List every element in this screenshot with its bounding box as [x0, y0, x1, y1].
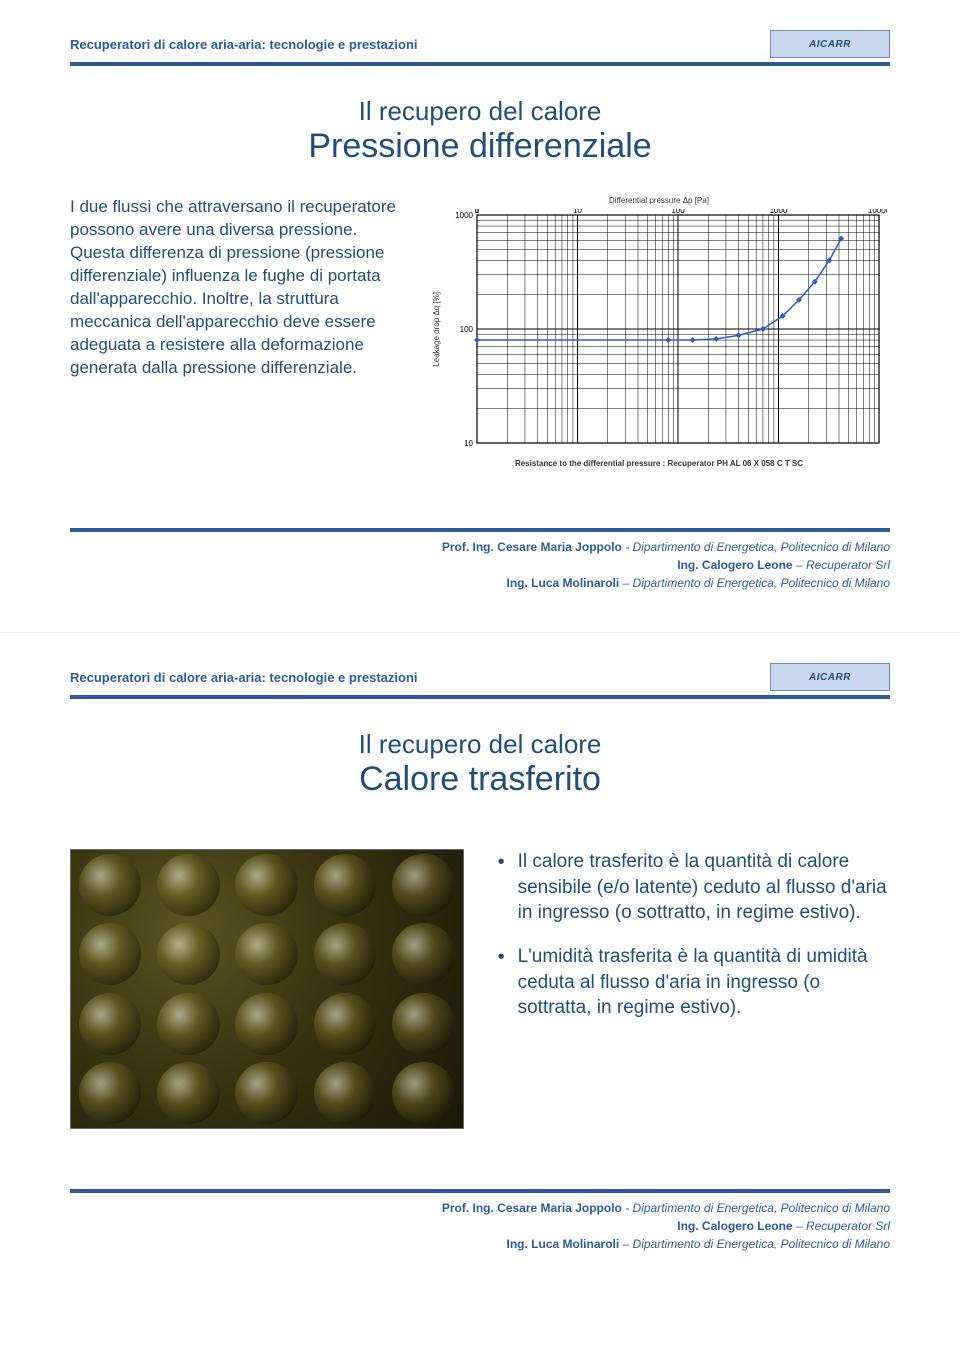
header-bar: Recuperatori di calore aria-aria: tecnol… [70, 663, 890, 699]
chart-column: Differential pressure Δp [Pa] Leakage dr… [428, 196, 890, 468]
svg-text:1000: 1000 [455, 211, 473, 220]
footer-line-3: Ing. Luca Molinaroli – Dipartimento di E… [70, 574, 890, 592]
footer-line-1: Prof. Ing. Cesare Maria Joppolo - Dipart… [70, 538, 890, 556]
logo-aicarr: AICARR [770, 30, 890, 58]
footer-affil-3: – Dipartimento di Energetica, Politecnic… [619, 576, 890, 590]
title-overline: Il recupero del calore [70, 96, 890, 127]
body-text: I due flussi che attraversano il recuper… [70, 196, 398, 380]
header-title: Recuperatori di calore aria-aria: tecnol… [70, 37, 418, 52]
content-row: Il calore trasferito è la quantità di ca… [70, 849, 890, 1129]
slide-1: Recuperatori di calore aria-aria: tecnol… [0, 0, 960, 632]
footer-name-3: Ing. Luca Molinaroli [507, 576, 620, 590]
title-block: Il recupero del calore Calore trasferito [70, 729, 890, 799]
differential-pressure-chart: 0110100100010000101001000 [447, 209, 887, 449]
title-block: Il recupero del calore Pressione differe… [70, 96, 890, 166]
footer-affil-2: – Recuperator Srl [793, 558, 890, 572]
svg-text:1: 1 [474, 209, 479, 215]
footer-affil-1: - Dipartimento di Energetica, Politecnic… [622, 540, 890, 554]
svg-text:10: 10 [573, 209, 582, 215]
footer: Prof. Ing. Cesare Maria Joppolo - Dipart… [70, 528, 890, 592]
condensation-photo [70, 849, 464, 1129]
footer-line-2: Ing. Calogero Leone – Recuperator Srl [70, 1217, 890, 1235]
svg-text:10: 10 [464, 439, 473, 448]
footer-line-1: Prof. Ing. Cesare Maria Joppolo - Dipart… [70, 1199, 890, 1217]
chart-x-label: Differential pressure Δp [Pa] [609, 196, 709, 205]
chart-caption: Resistance to the differential pressure … [515, 459, 803, 468]
title-main: Pressione differenziale [70, 127, 890, 166]
footer-name-1: Prof. Ing. Cesare Maria Joppolo [442, 540, 622, 554]
footer-affil-1: - Dipartimento di Energetica, Politecnic… [622, 1201, 890, 1215]
bullet-2: L'umidità trasferita è la quantità di um… [494, 944, 890, 1021]
svg-text:10000: 10000 [867, 209, 886, 215]
bullet-1: Il calore trasferito è la quantità di ca… [494, 849, 890, 926]
title-overline: Il recupero del calore [70, 729, 890, 760]
svg-text:100: 100 [459, 325, 473, 334]
footer-name-1: Prof. Ing. Cesare Maria Joppolo [442, 1201, 622, 1215]
title-main: Calore trasferito [70, 760, 890, 799]
footer-name-2: Ing. Calogero Leone [677, 558, 792, 572]
footer-name-3: Ing. Luca Molinaroli [507, 1237, 620, 1251]
footer-affil-3: – Dipartimento di Energetica, Politecnic… [619, 1237, 890, 1251]
slide-2: Recuperatori di calore aria-aria: tecnol… [0, 632, 960, 1293]
footer: Prof. Ing. Cesare Maria Joppolo - Dipart… [70, 1189, 890, 1253]
header-bar: Recuperatori di calore aria-aria: tecnol… [70, 30, 890, 66]
content-row: I due flussi che attraversano il recuper… [70, 196, 890, 468]
footer-name-2: Ing. Calogero Leone [677, 1219, 792, 1233]
logo-aicarr: AICARR [770, 663, 890, 691]
chart-wrap: Leakage drop Δq [%] 01101001000100001010… [432, 209, 887, 449]
footer-line-3: Ing. Luca Molinaroli – Dipartimento di E… [70, 1235, 890, 1253]
image-column [70, 849, 464, 1129]
header-title: Recuperatori di calore aria-aria: tecnol… [70, 670, 418, 685]
svg-text:100: 100 [671, 209, 685, 215]
footer-affil-2: – Recuperator Srl [793, 1219, 890, 1233]
chart-y-label: Leakage drop Δq [%] [432, 292, 441, 367]
bullet-list: Il calore trasferito è la quantità di ca… [494, 849, 890, 1039]
svg-text:1000: 1000 [769, 209, 787, 215]
footer-line-2: Ing. Calogero Leone – Recuperator Srl [70, 556, 890, 574]
